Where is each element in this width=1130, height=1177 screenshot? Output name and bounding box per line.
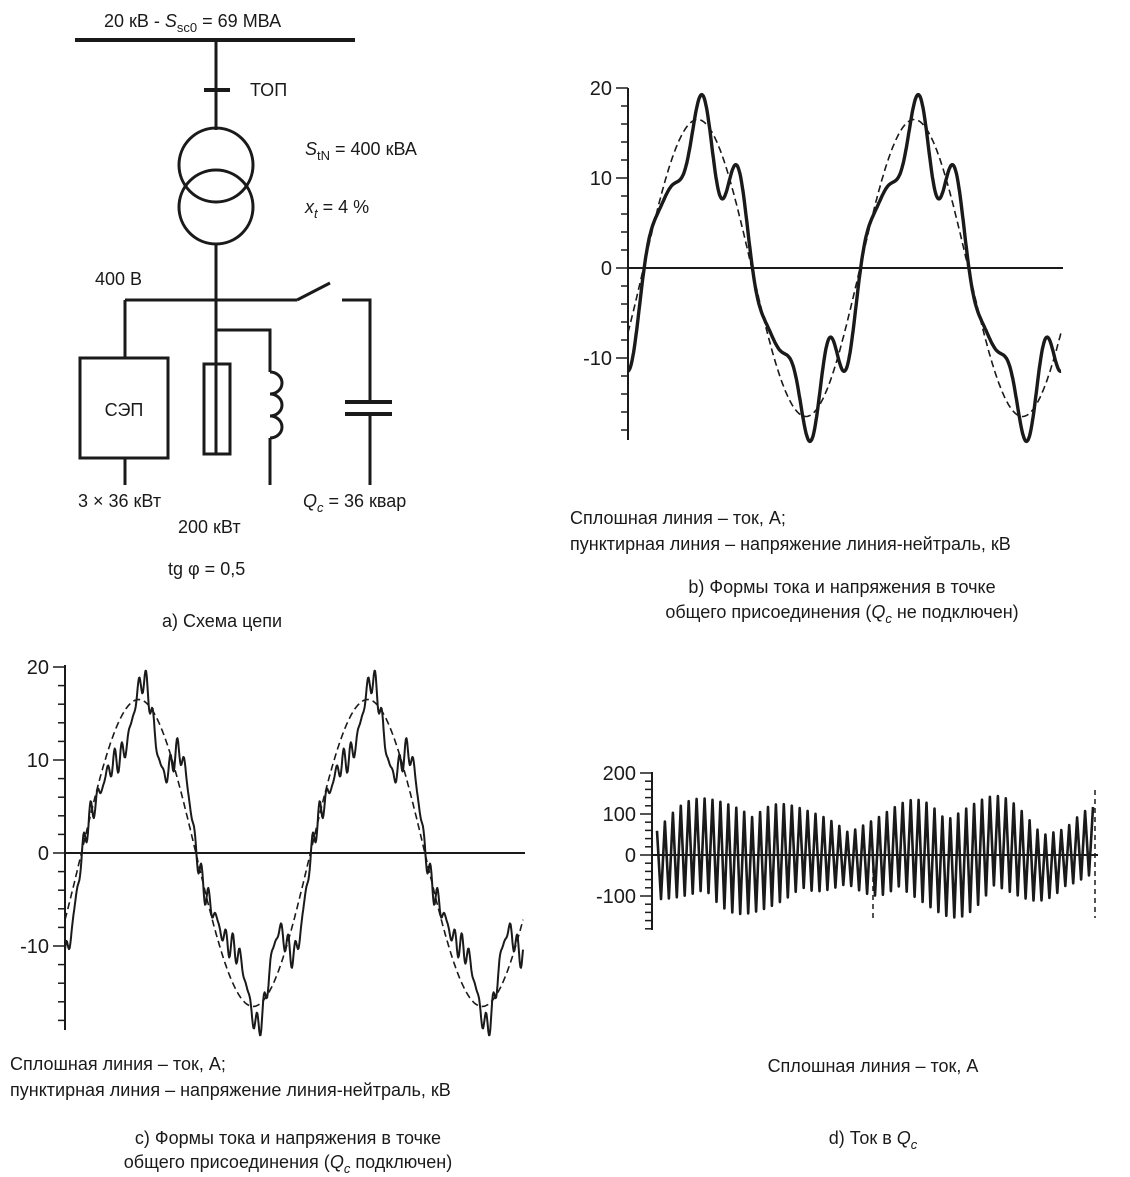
panel-b-caption-2: общего присоединения (Qc не подключен) (665, 602, 1018, 626)
voltage-line (64, 698, 524, 1008)
y-tick-label: 20 (590, 78, 612, 100)
y-tick-label: 0 (601, 258, 612, 280)
transformer-secondary (177, 168, 255, 246)
inductor-feeder (216, 328, 272, 372)
voltage-line (627, 118, 1062, 418)
panel-c-caption-2: общего присоединения (Qc подключен) (124, 1152, 452, 1176)
chart-c: 20 10 0 -10 (20, 657, 525, 1037)
y-tick-label: -10 (20, 936, 49, 958)
panel-b-caption-1: b) Формы тока и напряжения в точке (688, 577, 995, 597)
y-tick-label: 0 (625, 845, 636, 867)
transformer-power-label: StN = 400 кВА (305, 139, 417, 163)
y-tick-label: 200 (603, 763, 636, 785)
panel-d-caption: d) Ток в Qc (829, 1128, 918, 1152)
y-tick-label: 0 (38, 843, 49, 865)
y-tick-label: -10 (583, 348, 612, 370)
chart-b: 20 10 0 -10 (583, 78, 1063, 444)
resistor-rating: 200 кВт (178, 517, 241, 537)
lv-voltage-label: 400 В (95, 269, 142, 289)
fuse-label: ТОП (250, 80, 287, 100)
panel-b-legend-2: пунктирная линия – напряжение линия-нейт… (570, 534, 1011, 554)
inductor-coil (269, 370, 284, 440)
capacitor-rating: Qc = 36 квар (303, 491, 406, 515)
panel-c-legend-1: Сплошная линия – ток, А; (10, 1054, 226, 1074)
capacitor-switch (296, 281, 331, 302)
switch-contact (342, 298, 372, 400)
transformer-reactance-label: xt = 4 % (304, 197, 369, 221)
y-tick-label: 10 (590, 168, 612, 190)
sep-box-label: СЭП (105, 400, 144, 420)
current-line (64, 669, 524, 1037)
current-line (626, 92, 1063, 444)
y-tick-label: 100 (603, 804, 636, 826)
y-tick-label: -100 (596, 886, 636, 908)
panel-c-caption-1: c) Формы тока и напряжения в точке (135, 1128, 441, 1148)
sep-rating: 3 × 36 кВт (78, 491, 161, 511)
schematic-caption: а) Схема цепи (162, 611, 282, 631)
y-tick-label: 10 (27, 750, 49, 772)
schematic (75, 38, 392, 485)
tg-phi-label: tg φ = 0,5 (168, 559, 245, 579)
bus-label: 20 кВ - Ssc0 = 69 МВА (104, 11, 281, 35)
chart-d: 200 100 0 -100 (596, 763, 1098, 930)
panel-c-legend-2: пунктирная линия – напряжение линия-нейт… (10, 1080, 451, 1100)
y-tick-label: 20 (27, 657, 49, 679)
current-line (655, 794, 1095, 919)
panel-d-legend: Сплошная линия – ток, А (768, 1056, 979, 1076)
transformer-primary (177, 126, 255, 204)
panel-b-legend-1: Сплошная линия – ток, А; (570, 508, 786, 528)
resistor (202, 362, 232, 456)
